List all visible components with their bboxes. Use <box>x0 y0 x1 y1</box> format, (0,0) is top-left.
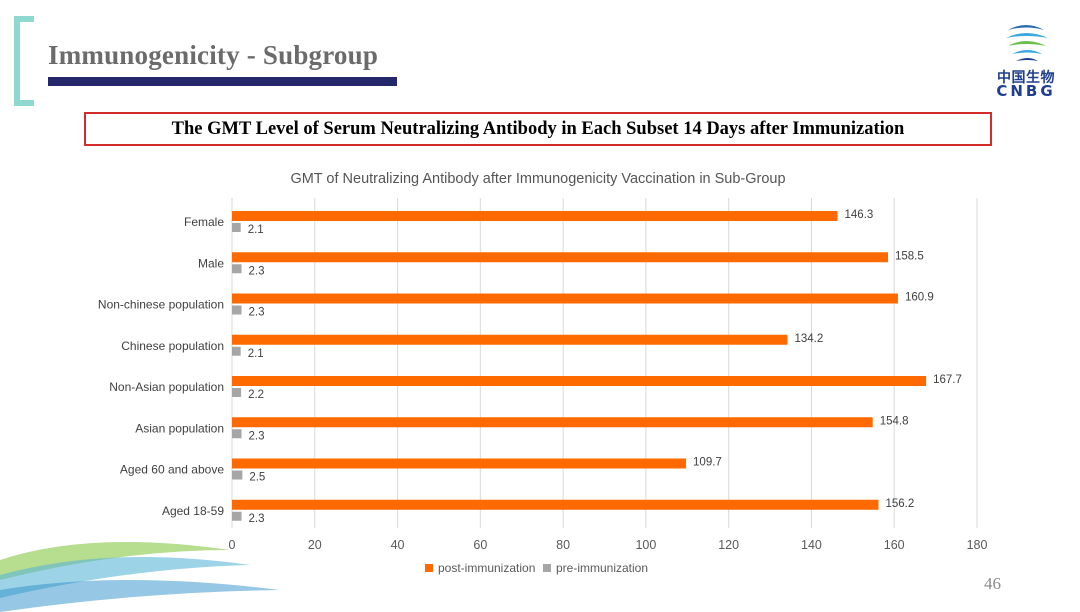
data-label-post: 154.8 <box>880 415 909 427</box>
cnbg-logo: 中国生物 CNBG <box>986 18 1066 102</box>
data-label-pre: 2.2 <box>248 389 264 401</box>
logo-chinese-name: 中国生物 <box>997 70 1055 86</box>
data-label-post: 134.2 <box>794 333 823 345</box>
bar-pre-immunization <box>232 429 242 439</box>
decorative-wave <box>0 542 280 612</box>
data-label-post: 158.5 <box>895 250 924 262</box>
x-tick-label: 100 <box>635 538 656 552</box>
x-tick-label: 160 <box>884 538 905 552</box>
data-label-post: 160.9 <box>905 292 934 304</box>
decorative-bracket <box>14 16 34 106</box>
category-label: Aged 18-59 <box>162 504 224 518</box>
bar-post-immunization <box>232 376 927 386</box>
category-label: Male <box>198 256 224 270</box>
legend-label-pre: pre-immunization <box>556 561 648 575</box>
bar-post-immunization <box>232 252 889 263</box>
data-label-post: 167.7 <box>933 374 962 386</box>
category-label: Asian population <box>135 421 224 435</box>
bar-post-immunization <box>232 293 898 304</box>
category-label: Chinese population <box>121 339 224 353</box>
title-underline-bar <box>48 77 397 86</box>
data-label-pre: 2.1 <box>248 224 264 236</box>
x-tick-label: 180 <box>967 538 988 552</box>
page-number: 46 <box>984 574 1001 593</box>
legend-swatch-post <box>425 564 433 572</box>
data-label-pre: 2.1 <box>248 348 264 360</box>
bar-post-immunization <box>232 458 687 469</box>
bar-post-immunization <box>232 211 838 221</box>
bar-post-immunization <box>232 499 879 510</box>
bar-post-immunization <box>232 334 788 345</box>
subtitle-box: The GMT Level of Serum Neutralizing Anti… <box>84 112 992 146</box>
x-tick-label: 0 <box>229 538 236 552</box>
logo-english-name: CNBG <box>996 82 1056 100</box>
slide-title: Immunogenicity - Subgroup <box>48 40 379 70</box>
bar-pre-immunization <box>232 346 241 356</box>
cnbg-logo-icon <box>1006 25 1048 61</box>
bar-pre-immunization <box>232 264 242 274</box>
x-tick-label: 140 <box>801 538 822 552</box>
bar-post-immunization <box>232 417 873 428</box>
category-label: Non-Asian population <box>109 380 224 394</box>
chart-title: GMT of Neutralizing Antibody after Immun… <box>290 171 785 187</box>
data-label-pre: 2.3 <box>249 430 265 442</box>
data-label-post: 156.2 <box>885 498 914 510</box>
x-tick-label: 120 <box>718 538 739 552</box>
category-label: Aged 60 and above <box>120 463 224 477</box>
data-label-post: 109.7 <box>693 457 722 469</box>
legend-label-post: post-immunization <box>438 561 535 575</box>
bar-pre-immunization <box>232 511 242 521</box>
category-label: Non-chinese population <box>98 298 224 312</box>
x-tick-label: 80 <box>556 538 570 552</box>
legend-swatch-pre <box>543 564 551 572</box>
data-label-pre: 2.5 <box>249 472 265 484</box>
subtitle-text: The GMT Level of Serum Neutralizing Anti… <box>171 118 905 139</box>
data-label-pre: 2.3 <box>249 307 265 319</box>
data-label-pre: 2.3 <box>249 513 265 525</box>
bar-pre-immunization <box>232 305 242 315</box>
data-label-post: 146.3 <box>845 209 874 221</box>
data-label-pre: 2.3 <box>249 265 265 277</box>
category-label: Female <box>184 215 224 229</box>
bar-pre-immunization <box>232 470 243 480</box>
x-tick-label: 60 <box>473 538 487 552</box>
bar-pre-immunization <box>232 388 242 397</box>
x-tick-label: 40 <box>391 538 405 552</box>
bar-pre-immunization <box>232 223 241 232</box>
x-tick-label: 20 <box>308 538 322 552</box>
